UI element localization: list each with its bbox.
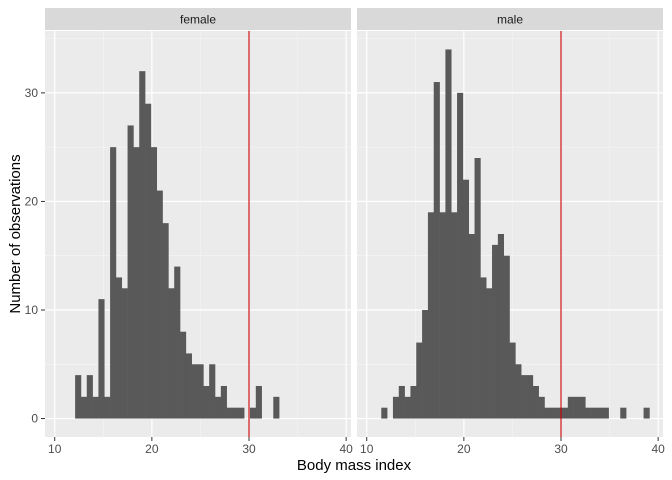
histogram-bar [191, 364, 198, 419]
x-tick-label: 40 [339, 442, 353, 456]
histogram-bars-male [381, 49, 650, 419]
histogram-bar [220, 385, 227, 419]
histogram-bar [468, 234, 475, 419]
strip-male-background [357, 8, 663, 30]
histogram-bar [127, 125, 134, 419]
histogram-bar [556, 407, 563, 419]
histogram-bar [209, 364, 216, 419]
histogram-bar [255, 385, 262, 419]
panel-male: male [357, 8, 663, 437]
histogram-bar [544, 407, 551, 419]
histogram-bar [80, 396, 88, 419]
strip-female-label: female [180, 13, 216, 27]
histogram-bar [86, 375, 93, 419]
histogram-bar [427, 212, 435, 419]
histogram-bar [133, 147, 140, 419]
histogram-bar [150, 147, 158, 419]
histogram-bar [98, 299, 105, 419]
histogram-bar [110, 147, 117, 419]
histogram-bar [232, 407, 239, 419]
histogram-bar [561, 407, 569, 419]
x-axis-title: Body mass index [297, 457, 412, 474]
histogram-bar [492, 244, 499, 419]
histogram-bar [451, 212, 458, 419]
strip-male-label: male [497, 13, 523, 27]
histogram-bar [433, 82, 440, 419]
y-tick-label: 20 [25, 194, 39, 208]
strip-female-background [45, 8, 351, 30]
histogram-bar [486, 288, 493, 419]
histogram-bar [497, 234, 504, 419]
histogram-bar [156, 190, 163, 419]
histogram-bar [197, 364, 204, 419]
histogram-bar [203, 385, 210, 419]
histogram-bar [226, 407, 233, 419]
y-axis: 0 10 20 30 [25, 86, 45, 426]
histogram-bar [92, 396, 99, 419]
x-axis-male: 10 20 30 40 [360, 437, 665, 456]
y-tick-label: 0 [31, 412, 38, 426]
x-tick-label: 10 [48, 442, 62, 456]
histogram-bar [503, 255, 510, 419]
histogram-bar [174, 266, 181, 419]
histogram-bar [215, 396, 222, 419]
histogram-bar [168, 288, 175, 419]
histogram-bar [180, 331, 187, 419]
histogram-bar [115, 277, 123, 419]
histogram-bar [550, 407, 557, 419]
histogram-bar [591, 407, 598, 419]
x-tick-label: 30 [554, 442, 568, 456]
histogram-bar [509, 342, 516, 419]
y-tick-label: 10 [25, 303, 39, 317]
histogram-bar [480, 277, 487, 419]
histogram-bar [75, 375, 82, 419]
histogram-bar [515, 364, 522, 419]
histogram-bar [145, 103, 152, 419]
histogram-bar [439, 212, 446, 419]
x-tick-label: 20 [457, 442, 471, 456]
histogram-bar [620, 407, 627, 419]
histogram-bar [162, 223, 169, 419]
histogram-bar [398, 385, 405, 419]
histogram-bar [596, 407, 604, 419]
histogram-bar [527, 375, 534, 419]
histogram-bar [521, 375, 528, 419]
histogram-bar [602, 407, 609, 419]
histogram-bar [185, 353, 192, 419]
histogram-bar [121, 288, 128, 419]
histogram-bar [579, 396, 586, 419]
x-tick-label: 40 [651, 442, 665, 456]
y-tick-label: 30 [25, 86, 39, 100]
histogram-bar [422, 309, 429, 419]
histogram-bars-female [75, 71, 280, 419]
histogram-bar [445, 49, 452, 419]
histogram-bar [538, 396, 545, 419]
y-axis-title: Number of observations [7, 154, 24, 313]
histogram-bar [573, 396, 580, 419]
histogram-bar [104, 396, 111, 419]
histogram-bar [643, 407, 650, 419]
histogram-bar [416, 342, 423, 419]
histogram-bar [139, 71, 146, 419]
histogram-bar [404, 396, 411, 419]
histogram-bar [273, 396, 280, 419]
histogram-bar [567, 396, 574, 419]
x-tick-label: 30 [242, 442, 256, 456]
histogram-bar [392, 396, 400, 419]
histogram-bar [532, 385, 539, 419]
histogram-bar [238, 407, 245, 419]
histogram-bar [410, 385, 417, 419]
histogram-bar [462, 179, 470, 419]
histogram-bar [381, 407, 388, 419]
histogram-bar [249, 407, 257, 419]
histogram-bar [457, 92, 464, 419]
x-tick-label: 20 [145, 442, 159, 456]
histogram-bar [474, 158, 481, 419]
x-tick-label: 10 [360, 442, 374, 456]
x-axis-female: 10 20 30 40 [48, 437, 353, 456]
histogram-bar [585, 407, 592, 419]
panel-female: female [45, 8, 351, 437]
